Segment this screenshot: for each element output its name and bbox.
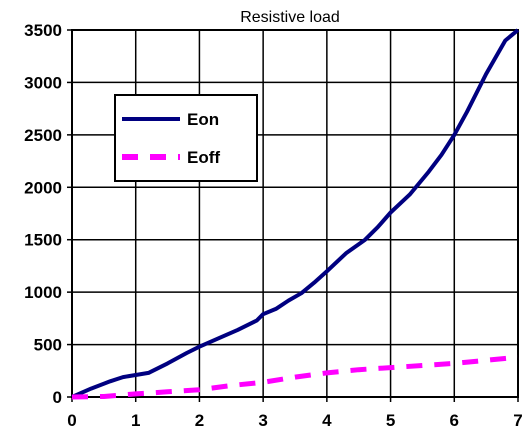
y-tick-label: 2500 <box>24 126 62 145</box>
legend-label-eoff: Eoff <box>187 148 220 167</box>
x-tick-label: 5 <box>386 411 395 430</box>
x-tick-label: 4 <box>322 411 332 430</box>
x-tick-label: 6 <box>450 411 459 430</box>
chart-title: Resistive load <box>240 9 340 26</box>
y-tick-label: 0 <box>53 388 62 407</box>
legend: Eon Eoff <box>114 94 258 182</box>
y-tick-label: 1500 <box>24 231 62 250</box>
y-tick-label: 1000 <box>24 283 62 302</box>
series-line-eon <box>71 28 520 399</box>
y-tick-label: 500 <box>34 336 62 355</box>
series-layer <box>71 28 520 400</box>
x-tick-label: 3 <box>258 411 267 430</box>
legend-box <box>114 94 258 182</box>
x-axis-ticks: 0 1 2 3 4 5 6 7 <box>67 397 523 430</box>
y-tick-label: 3000 <box>24 73 62 92</box>
y-tick-label: 3500 <box>24 21 62 40</box>
y-tick-label: 2000 <box>24 178 62 197</box>
y-axis-ticks: 0 500 1000 1500 2000 2500 3000 3500 <box>24 21 72 407</box>
x-tick-label: 7 <box>513 411 522 430</box>
plot-area <box>71 29 519 398</box>
x-tick-label: 2 <box>195 411 204 430</box>
x-tick-label: 0 <box>67 411 76 430</box>
x-tick-label: 1 <box>131 411 140 430</box>
series-line-eoff <box>71 354 519 400</box>
gridlines <box>72 30 518 397</box>
legend-label-eon: Eon <box>187 110 219 129</box>
